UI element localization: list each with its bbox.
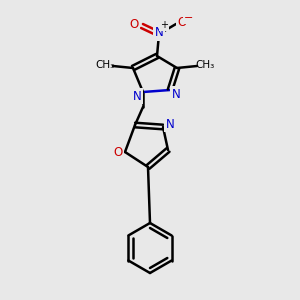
Text: N: N xyxy=(133,89,141,103)
Text: O: O xyxy=(177,16,187,29)
Text: O: O xyxy=(129,19,139,32)
Text: +: + xyxy=(160,20,168,30)
Text: N: N xyxy=(172,88,180,100)
Text: O: O xyxy=(113,146,123,160)
Text: N: N xyxy=(166,118,174,130)
Text: N: N xyxy=(154,26,164,40)
Text: CH₃: CH₃ xyxy=(195,60,214,70)
Text: CH₃: CH₃ xyxy=(95,60,115,70)
Text: −: − xyxy=(184,13,194,23)
